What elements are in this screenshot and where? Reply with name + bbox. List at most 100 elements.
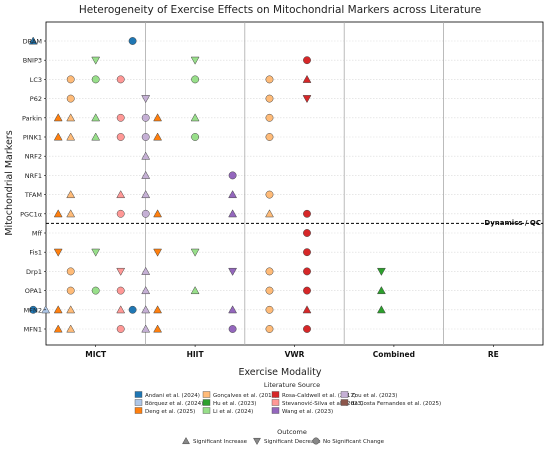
legend: Andani et al. (2024) Börquez et al. (2024… <box>134 391 441 415</box>
data-point-opa1-vwr <box>303 286 311 295</box>
data-point-parkin-mict <box>116 113 125 122</box>
data-point-mfn2-hiit <box>128 305 137 314</box>
data-point-fis1-mict <box>53 248 63 257</box>
data-point-pink1-mict <box>91 132 101 141</box>
data-point-bnip3-vwr <box>303 56 311 65</box>
data-point-mfn2-combined <box>376 305 386 314</box>
data-point-parkin-hiit <box>153 113 163 122</box>
y-tick-label: Fis1 <box>29 249 42 257</box>
outcome-legend-symbol <box>253 437 261 446</box>
data-point-pink1-mict <box>116 133 125 141</box>
x-tick-label: RE <box>488 350 499 359</box>
data-point-opa1-mict <box>91 286 100 295</box>
x-tick-label: HIIT <box>187 350 205 359</box>
y-tick-label: MFN2 <box>24 306 42 314</box>
y-tick-label: NRF2 <box>25 153 42 161</box>
y-tick-label: PINK1 <box>23 134 42 142</box>
y-tick-label: MFN1 <box>24 326 42 334</box>
y-tick-label: P62 <box>30 95 42 103</box>
data-point-nrf1-mict <box>141 170 151 179</box>
legend-entry-label: Wang et al. (2023) <box>282 409 333 415</box>
legend-swatch <box>271 399 280 406</box>
legend-swatch <box>134 391 143 398</box>
data-point-parkin-vwr <box>265 113 274 122</box>
data-point-tfam-mict <box>66 190 76 199</box>
data-point-opa1-mict <box>141 286 151 295</box>
chart-title: Heterogeneity of Exercise Effects on Mit… <box>79 4 481 16</box>
data-point-mfn2-mict <box>29 305 38 314</box>
data-point-pink1-mict <box>141 133 150 141</box>
data-point-bnip3-hiit <box>190 56 200 65</box>
legend-entry-label: Andani et al. (2024) <box>145 393 200 399</box>
data-point-nrf1-hiit <box>228 171 237 180</box>
legend-swatch <box>202 391 211 398</box>
legend-swatch <box>134 407 143 414</box>
legend-swatch <box>202 399 211 406</box>
data-point-opa1-vwr <box>265 286 274 295</box>
data-point-pink1-vwr <box>265 133 274 141</box>
data-point-drp1-mict <box>116 267 126 276</box>
data-point-mfn2-mict <box>53 305 63 314</box>
data-point-parkin-hiit <box>190 113 200 122</box>
legend-swatch <box>134 399 143 406</box>
data-point-mfn1-hiit <box>228 325 237 333</box>
data-point-parkin-mict <box>91 113 101 122</box>
outcome-legend-symbol <box>182 436 190 445</box>
y-tick-label: NRF1 <box>25 172 42 180</box>
data-point-mfn1-hiit <box>153 324 163 333</box>
data-point-lc3-vwr <box>265 75 274 84</box>
data-point-lc3-vwr <box>302 74 312 83</box>
outcome-legend-symbol <box>312 437 320 445</box>
data-point-pgc1-hiit <box>153 209 163 218</box>
data-point-mfn1-mict <box>116 325 125 333</box>
data-point-parkin-mict <box>66 113 76 122</box>
data-point-mff-vwr <box>303 229 311 237</box>
data-point-drp1-combined <box>376 267 386 276</box>
data-point-lc3-mict <box>116 75 125 84</box>
grid-layer <box>46 22 543 345</box>
legend-entry-label: Stevanović-Silva et al. (2023) <box>282 400 363 407</box>
outcome-legend-title: Outcome <box>277 428 307 436</box>
y-tick-label: Drp1 <box>26 268 42 276</box>
outcome-legend-label: Significant Increase <box>193 439 248 445</box>
data-point-fis1-vwr <box>303 248 311 257</box>
x-tick-label: MICT <box>85 350 107 359</box>
data-point-lc3-mict <box>91 75 100 84</box>
data-point-opa1-mict <box>66 286 75 295</box>
y-tick-label: Parkin <box>22 114 42 122</box>
data-point-tfam-mict <box>141 190 151 199</box>
data-point-opa1-hiit <box>190 286 200 295</box>
data-point-parkin-mict <box>53 113 63 122</box>
data-point-p62-mict <box>141 95 151 104</box>
x-tick-label: Combined <box>373 350 415 359</box>
data-point-mfn2-mict <box>66 305 76 314</box>
legend-entry-label: Li et al. (2024) <box>213 409 253 415</box>
data-point-pgc1-mict <box>53 209 63 218</box>
data-point-drp1-vwr <box>303 267 311 276</box>
data-point-nrf2-mict <box>141 151 151 160</box>
data-point-mfn2-vwr <box>265 305 274 314</box>
y-tick-label: TFAM <box>24 191 42 199</box>
legend-entry-label: Börquez et al. (2024) <box>145 401 203 407</box>
legend-entry-label: Rosa-Caldwell et al. (2017) <box>282 393 356 399</box>
data-point-pgc1-hiit <box>228 209 238 218</box>
y-tick-label: PGC1α <box>20 210 42 218</box>
y-tick-label: LC3 <box>30 76 42 84</box>
data-point-drp1-vwr <box>265 267 274 276</box>
y-tick-label: OPA1 <box>25 287 42 295</box>
data-point-pink1-mict <box>53 132 63 141</box>
data-point-mfn2-hiit <box>153 305 163 314</box>
data-point-drp1-hiit <box>228 267 238 276</box>
data-point-drp1-mict <box>66 267 75 276</box>
y-tick-label: Mff <box>32 230 43 238</box>
data-point-mfn1-mict <box>141 324 151 333</box>
data-point-mfn2-mict <box>41 305 51 314</box>
data-point-mfn2-hiit <box>228 305 238 314</box>
legend-title: Literature Source <box>264 381 320 389</box>
data-point-dram-mict <box>28 36 38 45</box>
outcome-legend-label: Significant Decrease <box>264 439 321 445</box>
data-point-pgc1-mict <box>141 209 150 218</box>
data-point-p62-mict <box>66 94 75 103</box>
